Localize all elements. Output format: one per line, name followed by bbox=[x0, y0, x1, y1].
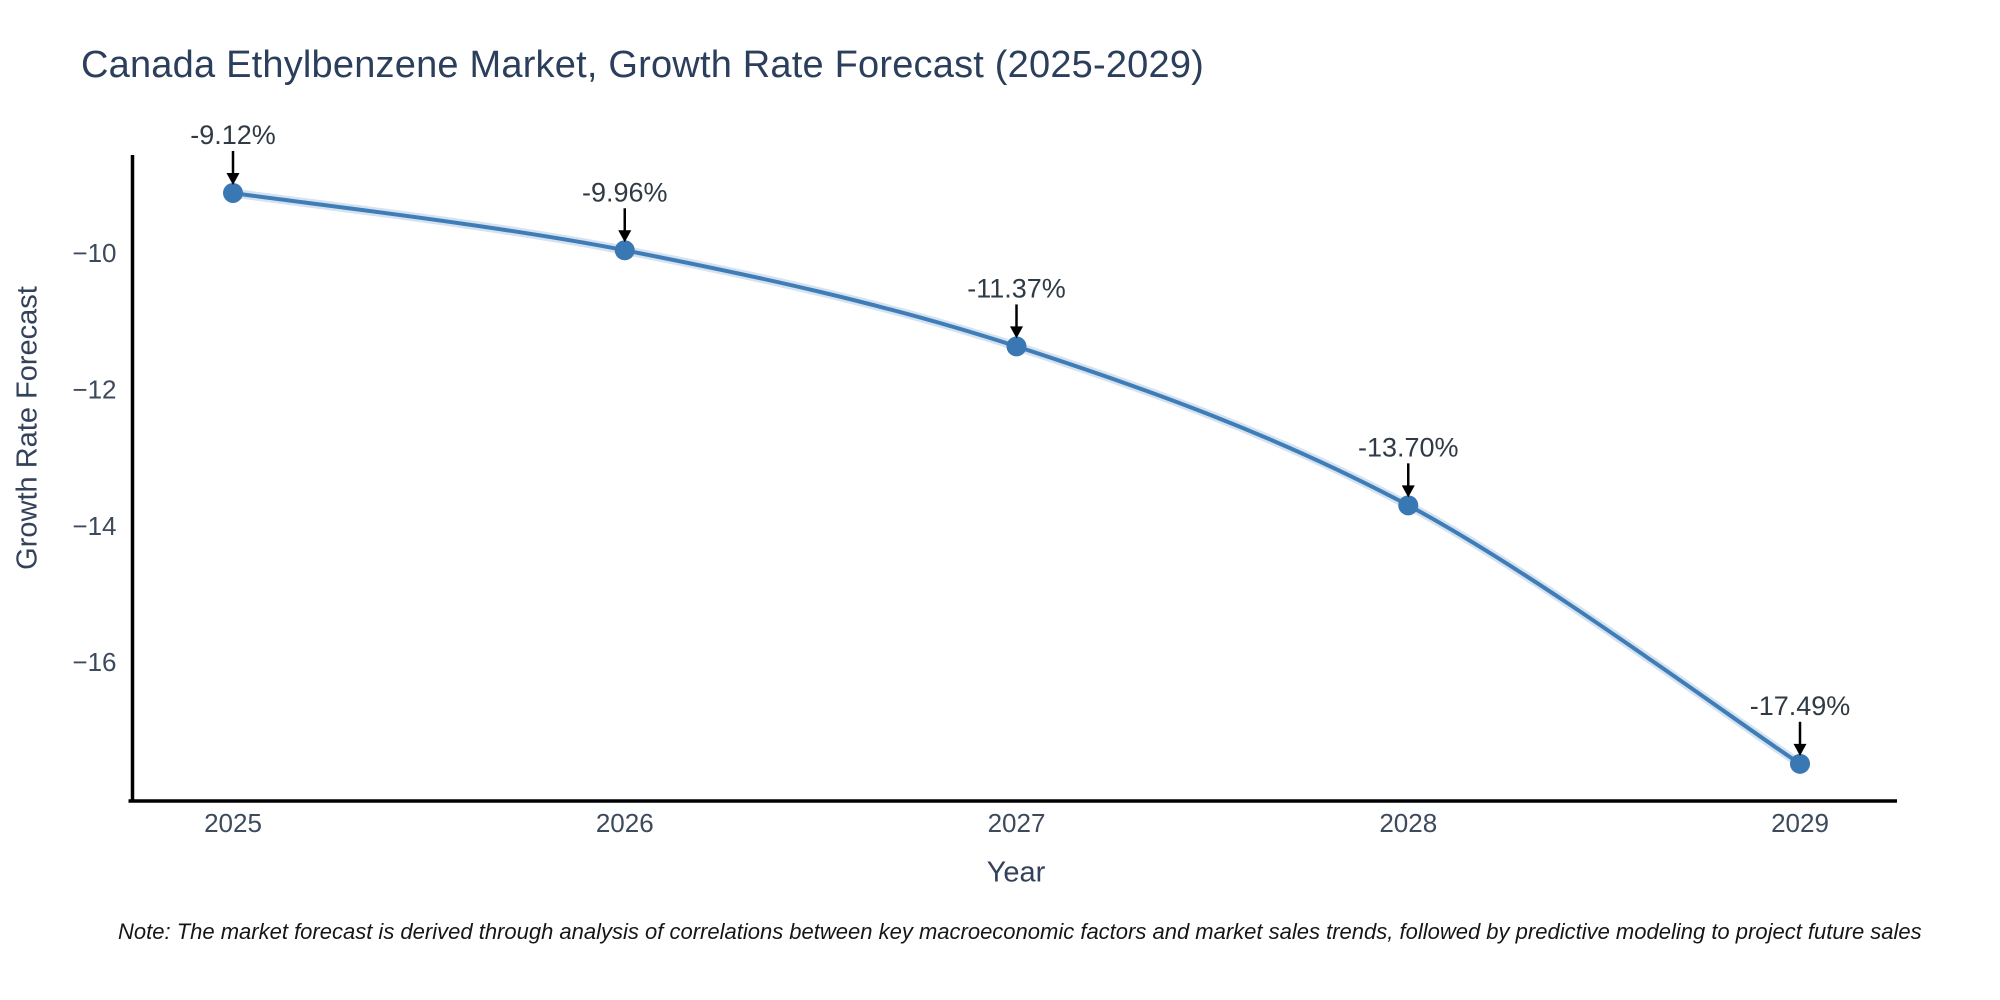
data-point-2029[interactable] bbox=[1790, 753, 1810, 774]
chart-title: Canada Ethylbenzene Market, Growth Rate … bbox=[81, 44, 1205, 86]
annotation-arrowhead-icon bbox=[1010, 326, 1023, 339]
point-value-label: -17.49% bbox=[1750, 691, 1851, 721]
x-tick-label: 2028 bbox=[1379, 808, 1437, 838]
y-tick-label: −12 bbox=[72, 374, 116, 404]
y-tick-label: −14 bbox=[72, 511, 116, 541]
y-tick-label: −10 bbox=[72, 238, 116, 268]
point-value-label: -9.12% bbox=[190, 120, 276, 150]
annotation-arrowhead-icon bbox=[226, 172, 240, 185]
y-tick-label: −16 bbox=[72, 647, 116, 677]
annotation-arrowhead-icon bbox=[1401, 485, 1415, 498]
x-tick-label: 2029 bbox=[1771, 808, 1829, 838]
point-value-label: -13.70% bbox=[1358, 432, 1459, 462]
annotation-arrowhead-icon bbox=[1793, 743, 1807, 756]
data-point-2027[interactable] bbox=[1006, 336, 1027, 357]
data-point-2025[interactable] bbox=[223, 182, 243, 203]
y-axis-title: Growth Rate Forecast bbox=[11, 286, 44, 570]
data-point-2026[interactable] bbox=[614, 240, 635, 261]
footnote: Note: The market forecast is derived thr… bbox=[118, 919, 1922, 944]
x-axis-title: Year bbox=[986, 856, 1046, 889]
x-tick-label: 2025 bbox=[204, 808, 262, 838]
annotation-arrowhead-icon bbox=[618, 230, 632, 243]
x-tick-label: 2026 bbox=[596, 808, 654, 838]
point-value-label: -9.96% bbox=[582, 177, 668, 207]
data-point-2028[interactable] bbox=[1398, 495, 1419, 516]
point-value-label: -11.37% bbox=[967, 273, 1066, 303]
x-tick-label: 2027 bbox=[988, 808, 1046, 838]
